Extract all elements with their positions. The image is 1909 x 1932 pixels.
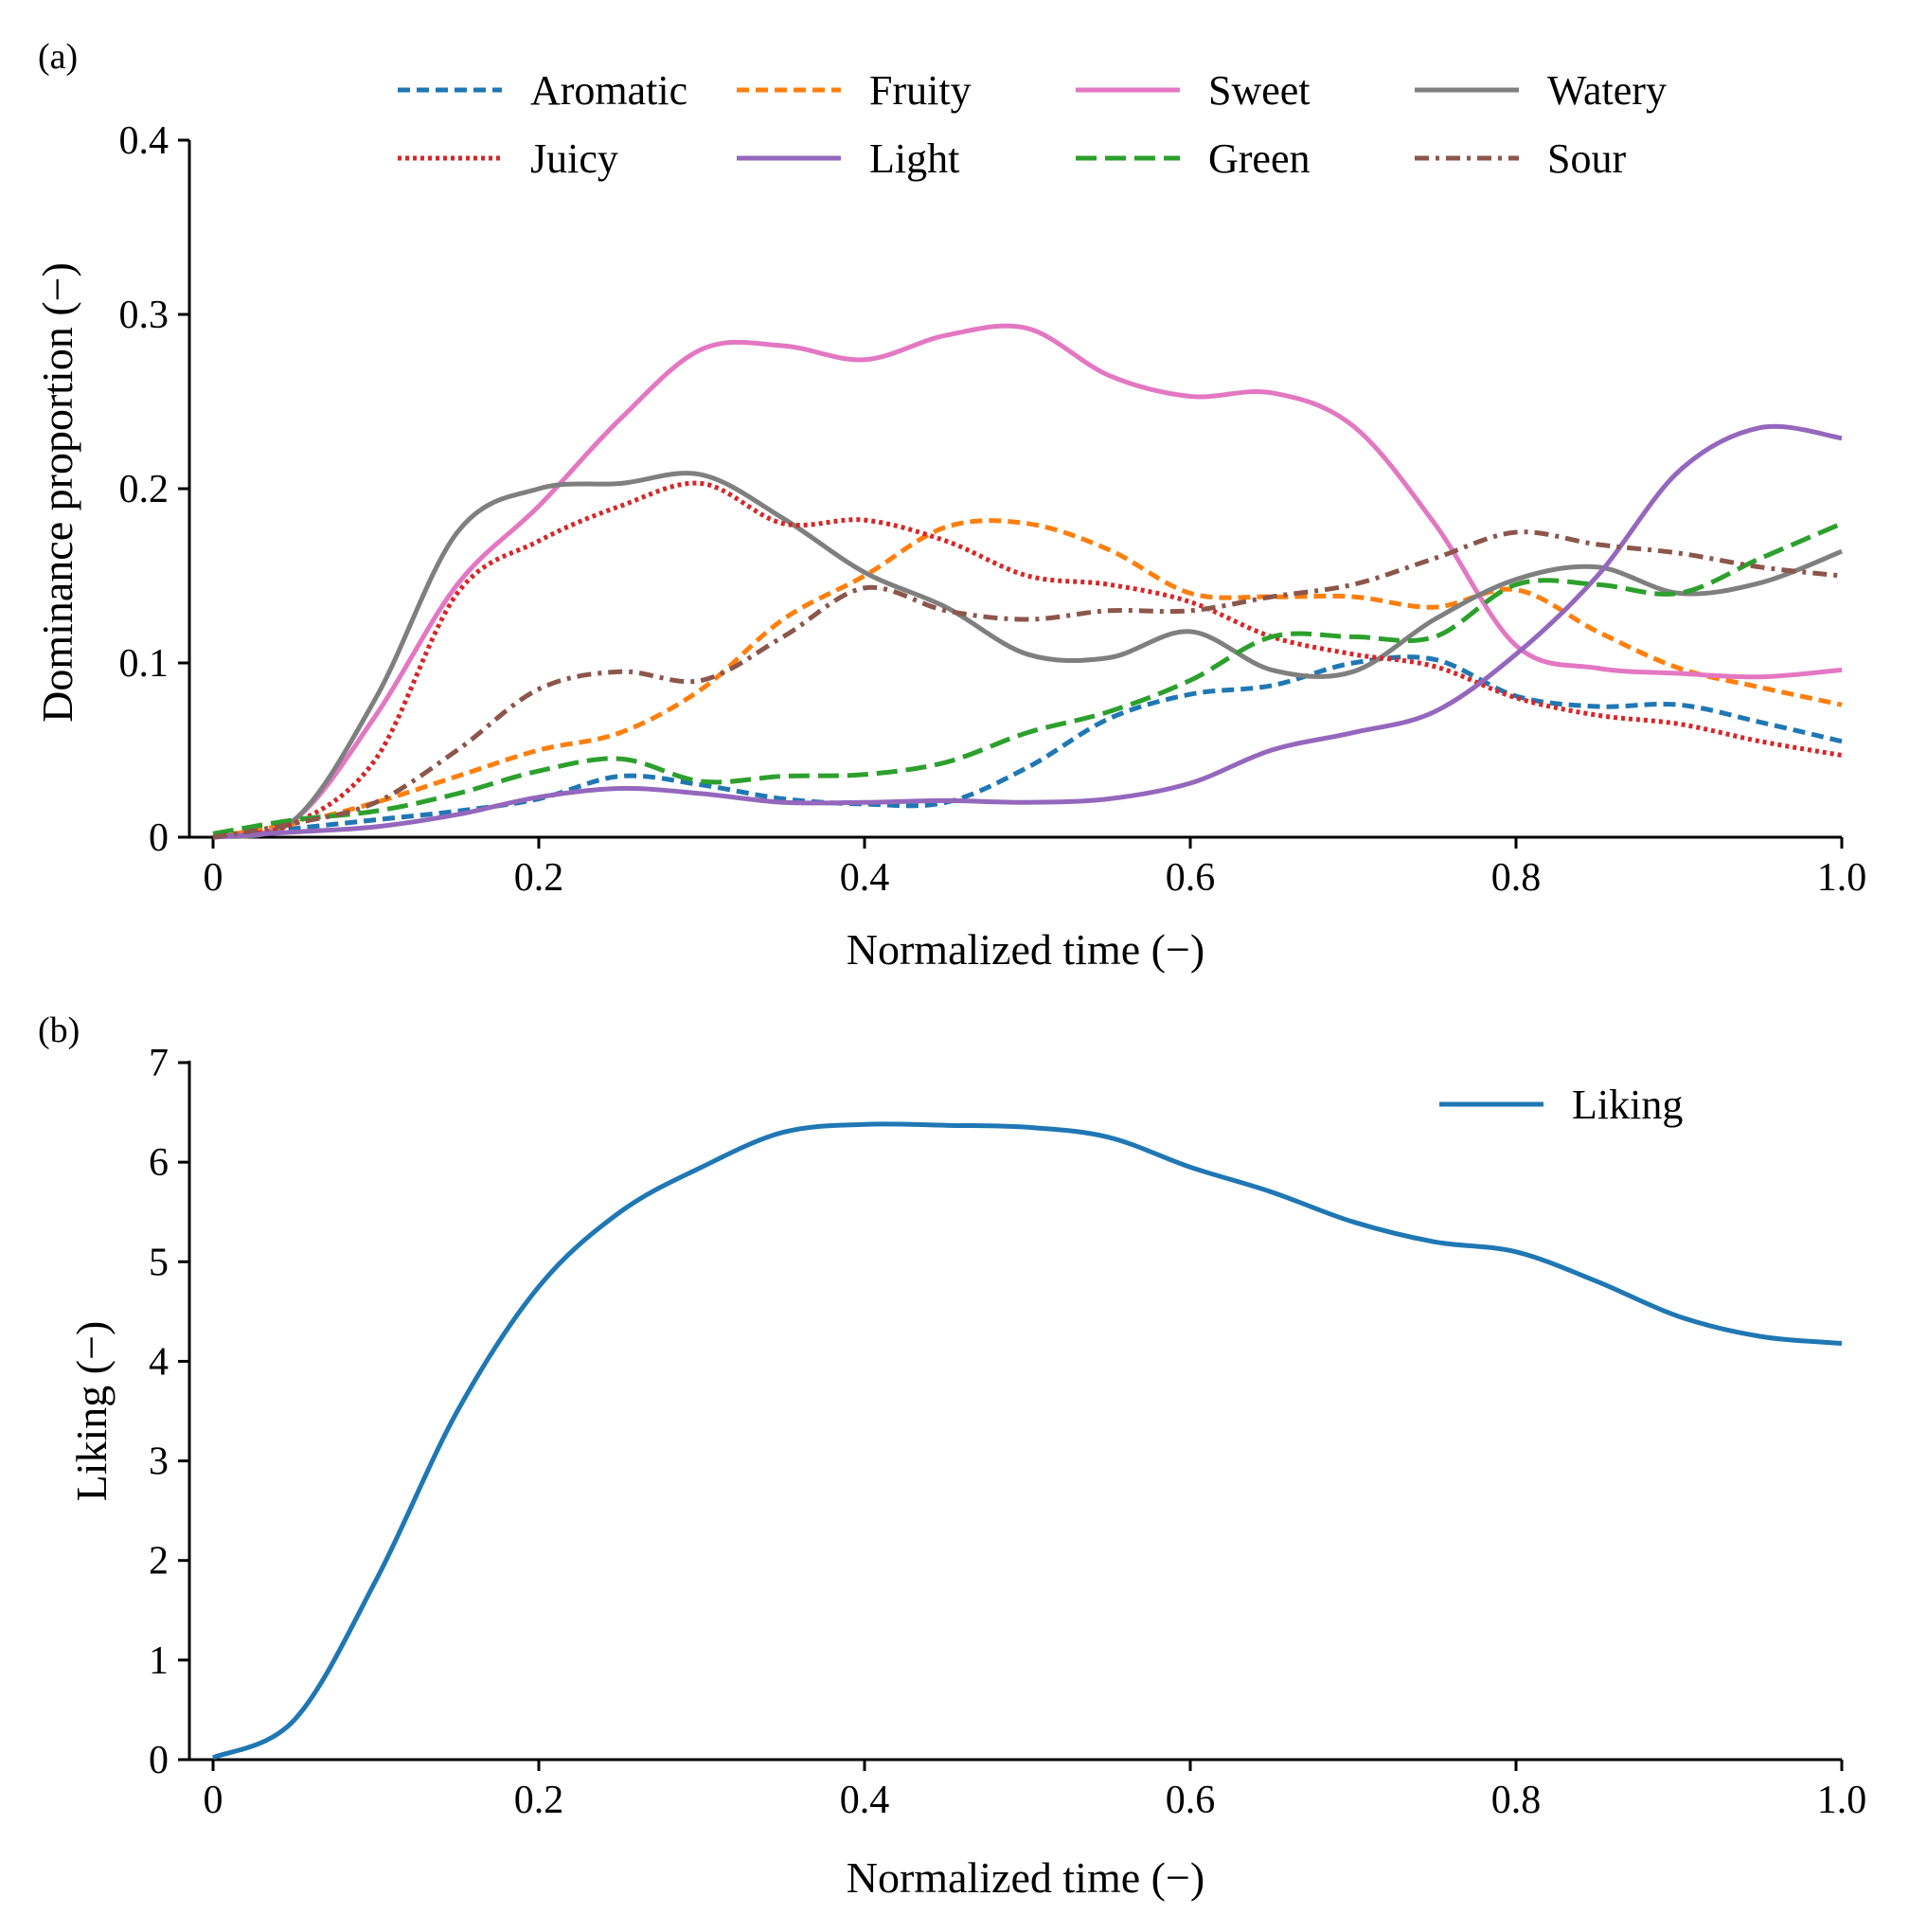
- x-tick-label: 1.0: [1817, 1779, 1867, 1822]
- y-tick-label: 2: [149, 1540, 169, 1583]
- y-tick-label: 6: [149, 1141, 169, 1185]
- series-line-green: [212, 521, 1843, 836]
- y-tick-label: 0.4: [119, 119, 169, 163]
- legend-label-juicy: Juicy: [530, 135, 618, 182]
- panel-b-x-ticks: 0 0.2 0.4 0.6 0.8 1.0: [204, 1760, 1867, 1822]
- y-tick-label: 0.1: [119, 642, 169, 686]
- panel-a-x-ticks: 0 0.2 0.4 0.6 0.8 1.0: [204, 837, 1867, 900]
- panel-b-y-axis-label: Liking (−): [67, 1321, 116, 1502]
- panel-b-series: [211, 1121, 1843, 1761]
- panel-b-liking-chart: (b) 0 1 2 3 4 5 6 7 0 0.2 0.4 0.6 0.8 1.0 Normalized…: [38, 1011, 1866, 1902]
- legend-label-sour: Sour: [1547, 135, 1626, 182]
- x-tick-label: 1.0: [1817, 856, 1867, 900]
- panel-b-legend: Liking: [1439, 1082, 1683, 1128]
- y-tick-label: 7: [149, 1042, 169, 1085]
- x-tick-label: 0.8: [1491, 856, 1542, 900]
- panel-b-y-ticks: 0 1 2 3 4 5 6 7: [149, 1042, 189, 1782]
- series-line-sour: [212, 529, 1843, 840]
- panel-a-series: [212, 323, 1843, 840]
- x-tick-label: 0.4: [840, 856, 890, 900]
- y-tick-label: 3: [149, 1440, 169, 1484]
- x-tick-label: 0: [204, 1779, 223, 1822]
- panel-a-dominance-chart: (a) 0 0.1 0.2 0.3 0.4 0 0.2 0.4 0.6 0.8 1.0 Norma…: [33, 37, 1866, 974]
- panel-a-y-ticks: 0 0.1 0.2 0.3 0.4: [119, 119, 189, 860]
- x-tick-label: 0: [204, 856, 223, 900]
- series-line-liking: [211, 1121, 1843, 1761]
- y-tick-label: 0: [149, 1739, 169, 1782]
- series-line-watery: [212, 471, 1843, 840]
- series-line-sweet: [212, 323, 1843, 840]
- legend-label-sweet: Sweet: [1208, 67, 1311, 114]
- x-tick-label: 0.2: [514, 1779, 564, 1822]
- x-tick-label: 0.4: [840, 1779, 890, 1822]
- y-tick-label: 0: [149, 816, 169, 860]
- legend-label-liking: Liking: [1572, 1082, 1683, 1128]
- legend-label-aromatic: Aromatic: [530, 67, 687, 114]
- x-tick-label: 0.6: [1166, 856, 1216, 900]
- series-line-juicy: [212, 480, 1843, 840]
- series-line-light: [212, 423, 1843, 840]
- panel-a-legend: Aromatic Fruity Sweet Watery Juicy Light Green…: [398, 67, 1667, 182]
- panel-b-x-axis-label: Normalized time (−): [847, 1853, 1204, 1902]
- panel-a-label: (a): [38, 37, 78, 77]
- legend-label-fruity: Fruity: [869, 67, 972, 114]
- y-tick-label: 0.3: [119, 294, 169, 337]
- y-tick-label: 1: [149, 1639, 169, 1683]
- panel-a-x-axis-label: Normalized time (−): [847, 925, 1204, 974]
- panel-a-y-axis-label: Dominance proportion (−): [33, 262, 81, 723]
- series-line-aromatic: [212, 654, 1843, 840]
- series-line-fruity: [212, 518, 1843, 840]
- legend-label-green: Green: [1208, 135, 1311, 182]
- panel-b-label: (b): [38, 1011, 80, 1050]
- y-tick-label: 5: [149, 1241, 169, 1284]
- legend-label-light: Light: [869, 135, 959, 182]
- x-tick-label: 0.8: [1491, 1779, 1542, 1822]
- x-tick-label: 0.2: [514, 856, 564, 900]
- y-tick-label: 0.2: [119, 468, 169, 511]
- x-tick-label: 0.6: [1166, 1779, 1216, 1822]
- y-tick-label: 4: [149, 1340, 169, 1384]
- legend-label-watery: Watery: [1547, 67, 1667, 114]
